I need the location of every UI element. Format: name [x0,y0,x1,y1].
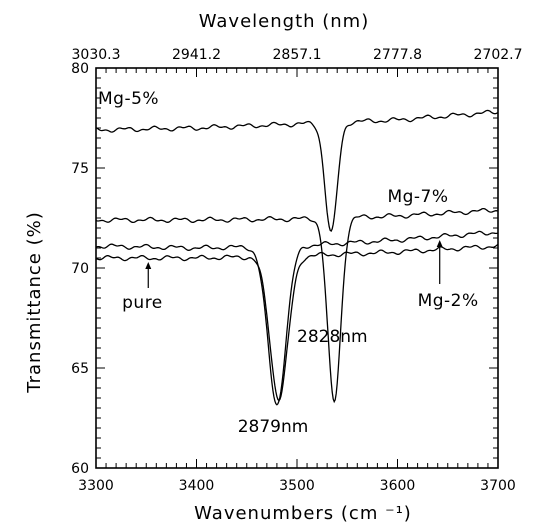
chart-annotations: Mg-5% Mg-7% Mg-2% pure 2828nm 2879nm [98,89,479,437]
series-line-mg-5- [95,109,499,232]
y-tick-label: 60 [71,461,89,477]
series-line-pure [95,243,499,402]
x-tick-label: 3500 [279,478,315,494]
x2-tick-label: 2702.7 [474,47,523,63]
series-label: Mg-7% [387,187,448,207]
plot-frame [95,67,499,469]
series-label: Mg-5% [98,89,159,109]
x-tick-label: 3600 [380,478,416,494]
x2-tick-label: 2941.2 [172,47,221,63]
x-tick-label: 3400 [179,478,215,494]
peak-label: 2879nm [238,417,309,437]
y-tick-label: 75 [71,161,89,177]
x2-tick-label: 2777.8 [373,47,422,63]
bottom-axis-title: Wavenumbers (cm ⁻¹) [194,503,412,524]
axis-ticks: 3300 3400 3500 3600 3700 3030.3 2941.2 2857.1 27… [71,47,522,494]
x2-tick-label: 2857.1 [273,47,322,63]
peak-label: 2828nm [297,327,368,347]
top-axis-title: Wavelength (nm) [199,11,370,32]
series-line-mg-7- [95,207,499,404]
x-tick-label: 3700 [480,478,516,494]
y-axis-title: Transmittance (%) [24,211,45,394]
series-line-mg-2- [95,230,499,406]
y-tick-label: 65 [71,361,89,377]
arrow-head [145,262,152,269]
spectra-curves [95,109,499,406]
arrow-head [436,240,443,247]
series-label: pure [122,293,163,313]
y-tick-label: 80 [71,61,89,77]
series-label: Mg-2% [418,291,479,311]
y-tick-label: 70 [71,261,89,277]
x2-tick-label: 3030.3 [72,47,121,63]
x-tick-label: 3300 [78,478,114,494]
